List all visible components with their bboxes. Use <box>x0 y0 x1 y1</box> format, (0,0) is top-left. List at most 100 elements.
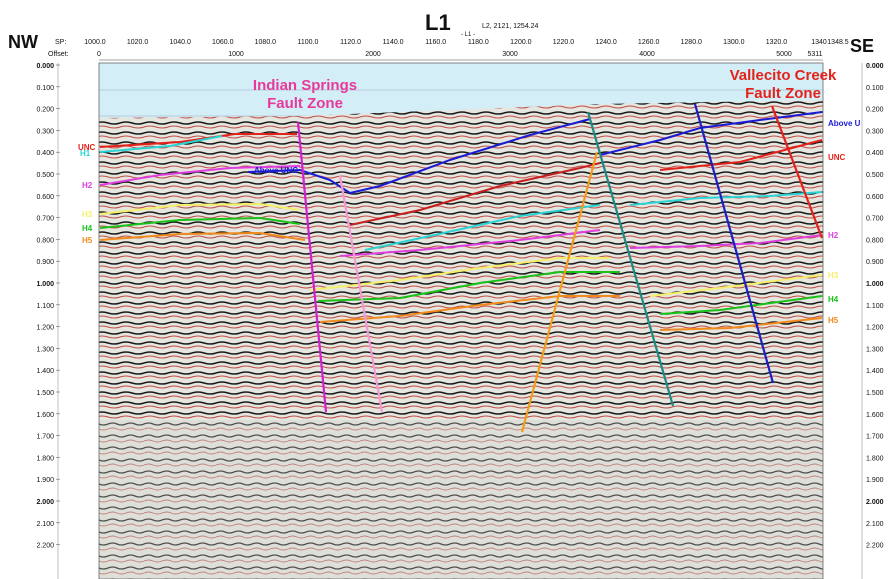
horizon-h2-center <box>339 229 601 257</box>
horizon-h5-left <box>99 231 306 241</box>
time-tick-label: 2.200 <box>36 543 54 550</box>
time-tick-label: 1.800 <box>36 455 54 462</box>
time-tick-label: 0.700 <box>36 216 54 223</box>
horizon-h1-right <box>629 191 823 206</box>
fault-teal <box>586 111 675 407</box>
time-tick-label: 0.600 <box>866 194 884 201</box>
time-tick-label: 1.000 <box>36 281 54 288</box>
time-tick-label: 1.100 <box>36 303 54 310</box>
sp-tick-label: 1260.0 <box>638 39 660 46</box>
time-tick-label: 1.500 <box>36 390 54 397</box>
horizon-above-unc-right <box>599 111 823 156</box>
sp-tick-label: 1200.0 <box>510 39 532 46</box>
horizon-h1-center <box>364 204 601 251</box>
horizon-h5-right <box>659 317 823 331</box>
time-tick-label: 1.000 <box>866 281 884 288</box>
time-tick-label: 1.200 <box>36 325 54 332</box>
time-tick-label: 0.000 <box>866 63 884 70</box>
sp-tick-label: 1220.0 <box>553 39 575 46</box>
horizon-h2-right <box>629 234 823 249</box>
time-tick-label: 1.500 <box>866 390 884 397</box>
horizon-h5-center <box>319 295 620 323</box>
plot-frame <box>98 62 824 579</box>
time-tick-label: 1.600 <box>36 412 54 419</box>
horizon-unc-center <box>349 162 601 226</box>
time-tick-label: 0.300 <box>36 128 54 135</box>
sp-tick-label: 1140.0 <box>383 39 404 46</box>
horizon-h2-left <box>99 165 301 186</box>
sp-tick-label: 1000.0 <box>84 39 106 46</box>
horizon-label-left: H4 <box>82 224 93 233</box>
horizon-label-left: H1 <box>80 149 91 158</box>
indian-springs-title-line2: Fault Zone <box>267 95 343 112</box>
offset-label: Offset: <box>48 51 69 58</box>
horizons <box>99 111 823 331</box>
time-tick-label: 0.000 <box>36 63 54 70</box>
time-tick-label: 1.300 <box>866 346 884 353</box>
time-tick-label: 0.300 <box>866 128 884 135</box>
fault-vallecito-creek <box>770 105 823 239</box>
vallecito-creek-title-line2: Fault Zone <box>745 85 821 102</box>
plot-area: Above UNC <box>99 63 823 579</box>
right-horizon-labels: Above U UNC H2 H3 H4 H5 <box>828 119 861 325</box>
time-tick-label: 0.400 <box>36 150 54 157</box>
time-tick-label: 0.900 <box>36 259 54 266</box>
time-tick-label: 0.500 <box>866 172 884 179</box>
time-tick-label: 1.700 <box>866 434 884 441</box>
indian-springs-title-line1: Indian Springs <box>253 77 357 94</box>
time-tick-label: 1.400 <box>36 368 54 375</box>
time-tick-label: 2.200 <box>866 543 884 550</box>
offset-tick-label: 2000 <box>365 51 381 58</box>
sp-tick-label: 1100.0 <box>297 39 318 46</box>
horizon-label-right: Above U <box>828 119 861 128</box>
time-tick-label: 0.200 <box>36 107 54 114</box>
horizon-label-right: H3 <box>828 271 839 280</box>
nw-direction-label: NW <box>8 32 38 52</box>
horizon-h3-right <box>649 274 823 297</box>
horizon-h3-left <box>99 202 301 215</box>
time-tick-label: 0.500 <box>36 172 54 179</box>
section-title: L1 <box>425 10 451 35</box>
time-tick-label: 1.800 <box>866 455 884 462</box>
sp-tick-label: 1040.0 <box>169 39 191 46</box>
horizon-label-right: UNC <box>828 153 846 162</box>
sp-tick-label: 1060.0 <box>212 39 234 46</box>
time-tick-label: 0.200 <box>866 107 884 114</box>
horizon-label-right: H4 <box>828 295 839 304</box>
sp-tick-label: 1340 <box>811 39 827 46</box>
sp-tick-labels: 1000.0 1020.0 1040.0 1060.0 1080.0 1100.0 1120… <box>84 39 849 46</box>
sp-tick-label: 1080.0 <box>255 39 277 46</box>
time-tick-label: 1.300 <box>36 346 54 353</box>
horizon-h4-right <box>659 295 823 315</box>
crossline-label: L2, 2121, 1254.24 <box>482 23 539 30</box>
time-tick-label: 0.600 <box>36 194 54 201</box>
time-tick-label: 2.100 <box>36 521 54 528</box>
offset-tick-label: 0 <box>97 51 101 58</box>
time-tick-label: 0.800 <box>36 237 54 244</box>
sp-label: SP: <box>55 39 66 46</box>
time-tick-label: 0.700 <box>866 216 884 223</box>
right-time-axis: 0.000 0.100 0.200 0.300 0.400 0.500 0.600 0.700… <box>866 63 884 550</box>
time-tick-label: 1.700 <box>36 434 54 441</box>
seismic-reflectors <box>99 100 823 420</box>
horizon-h4-center <box>317 271 620 302</box>
offset-tick-label: 5000 <box>776 51 792 58</box>
sp-tick-label: 1120.0 <box>340 39 361 46</box>
header: NW SE L1 - L1 - L2, 2121, 1254.24 SP: Of… <box>8 10 874 61</box>
sp-end-label: 1348.5 <box>827 39 849 46</box>
offset-tick-label: 4000 <box>639 51 655 58</box>
horizon-label-right: H5 <box>828 316 839 325</box>
horizon-label-right: H2 <box>828 231 839 240</box>
time-tick-label: 2.100 <box>866 521 884 528</box>
time-tick-label: 1.900 <box>36 477 54 484</box>
horizon-label-left: UNC <box>78 143 96 152</box>
horizon-label-left: H2 <box>82 181 93 190</box>
sp-tick-label: 1300.0 <box>723 39 745 46</box>
sp-tick-label: 1280.0 <box>681 39 703 46</box>
offset-tick-labels: 0 1000 2000 3000 4000 5000 5311 <box>97 51 823 58</box>
fault-blue <box>693 103 775 384</box>
fault-orange <box>520 151 599 433</box>
fault-zone-titles: Indian Springs Fault Zone Vallecito Cree… <box>253 67 837 112</box>
time-tick-label: 1.100 <box>866 303 884 310</box>
